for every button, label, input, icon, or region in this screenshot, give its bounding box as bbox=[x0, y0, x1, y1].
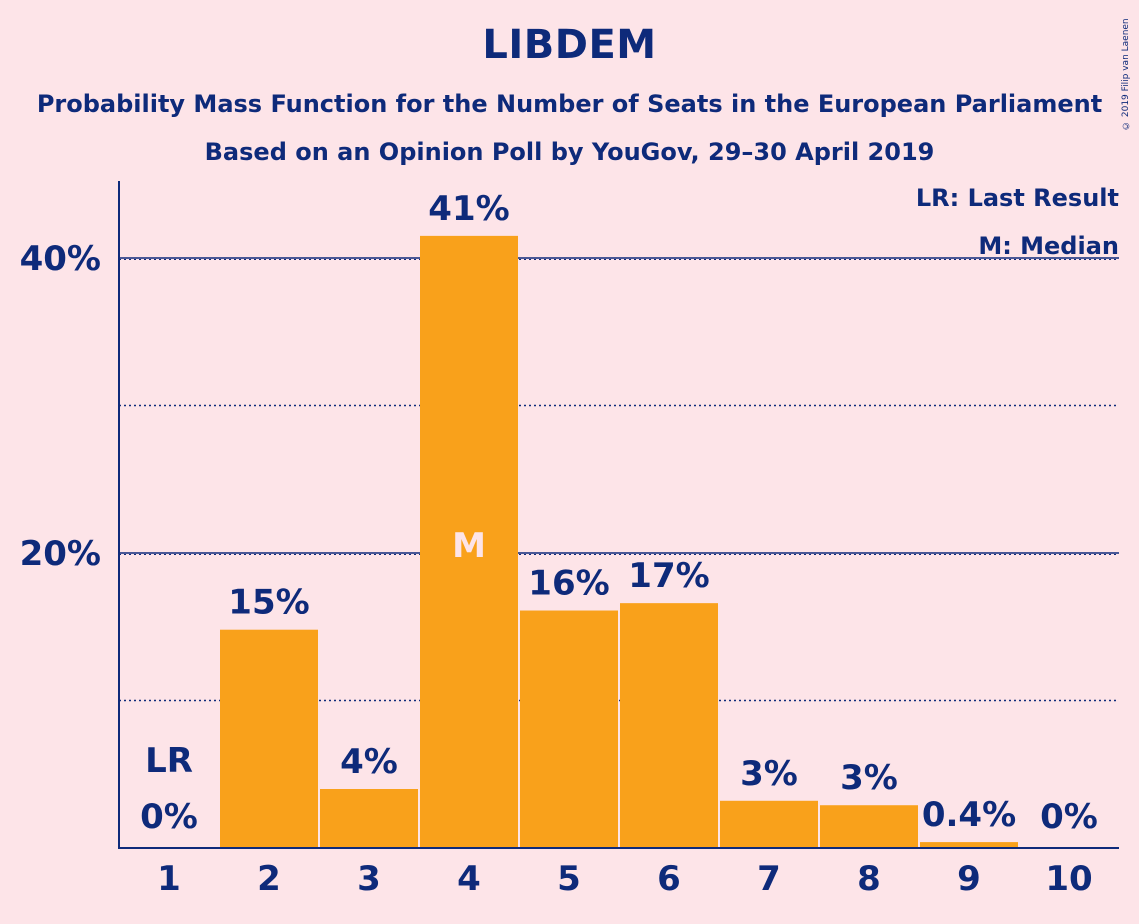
bar-9 bbox=[920, 842, 1018, 848]
bar-8 bbox=[820, 805, 918, 848]
bar-value-label: 3% bbox=[840, 758, 898, 798]
x-tick-label: 7 bbox=[757, 859, 781, 899]
bar-value-label: 17% bbox=[628, 556, 709, 596]
bar-5 bbox=[520, 610, 618, 848]
bar-value-label: 3% bbox=[740, 754, 798, 794]
bar-2 bbox=[220, 629, 318, 848]
legend-last-result: LR: Last Result bbox=[915, 184, 1119, 212]
chart-title: LIBDEM bbox=[482, 22, 657, 68]
x-tick-label: 6 bbox=[657, 859, 681, 899]
x-tick-label: 2 bbox=[257, 859, 281, 899]
bar-6 bbox=[620, 603, 718, 848]
bar-value-label: 0% bbox=[1040, 797, 1098, 837]
last-result-marker: LR bbox=[145, 741, 193, 781]
bar-7 bbox=[720, 800, 818, 848]
x-tick-label: 8 bbox=[857, 859, 881, 899]
bar-value-label: 15% bbox=[228, 583, 309, 623]
bar-value-label: 4% bbox=[340, 742, 398, 782]
legend-median: M: Median bbox=[978, 232, 1119, 260]
bar-3 bbox=[320, 789, 418, 848]
y-tick-label: 40% bbox=[20, 239, 101, 279]
x-tick-label: 9 bbox=[957, 859, 981, 899]
bar-value-label: 0.4% bbox=[922, 795, 1016, 835]
bar-value-label: 0% bbox=[140, 797, 198, 837]
bar-value-label: 16% bbox=[528, 564, 609, 604]
x-tick-label: 10 bbox=[1045, 859, 1092, 899]
x-tick-label: 3 bbox=[357, 859, 381, 899]
chart-subtitle-source: Based on an Opinion Poll by YouGov, 29–3… bbox=[204, 138, 935, 166]
bar-value-label: 41% bbox=[428, 189, 509, 229]
bar-4 bbox=[420, 235, 518, 848]
x-tick-label: 1 bbox=[157, 859, 181, 899]
x-tick-label: 4 bbox=[457, 859, 481, 899]
chart-subtitle: Probability Mass Function for the Number… bbox=[36, 90, 1103, 118]
y-tick-label: 20% bbox=[20, 534, 101, 574]
x-tick-label: 5 bbox=[557, 859, 581, 899]
median-marker: M bbox=[452, 526, 486, 566]
